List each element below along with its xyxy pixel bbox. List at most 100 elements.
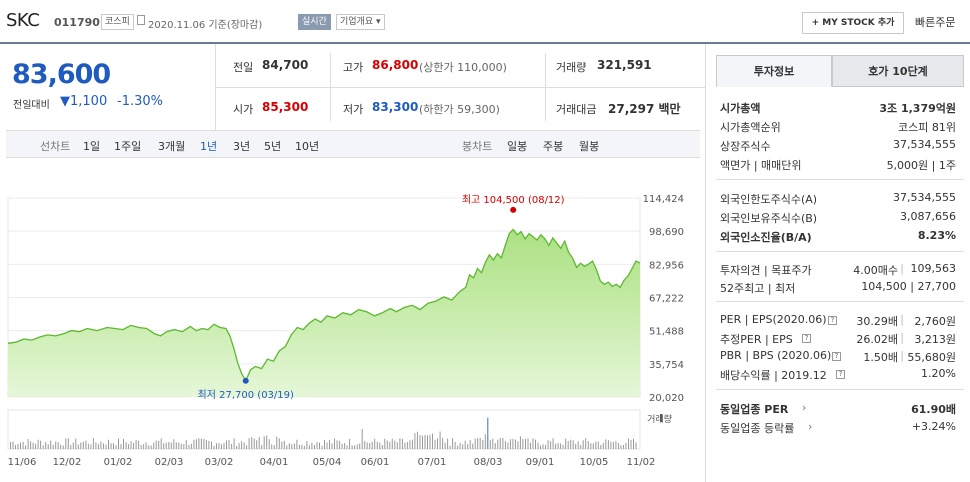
volume-bar <box>47 444 49 449</box>
volume-bar <box>243 442 245 449</box>
volume-bar <box>221 444 222 449</box>
volume-bar <box>70 445 72 449</box>
period-3y[interactable]: 3년 <box>233 140 251 153</box>
volume-bar <box>374 438 376 449</box>
volume-bar <box>469 440 471 449</box>
volume-bar <box>138 440 140 449</box>
help-icon[interactable]: ? <box>832 352 841 361</box>
volume-bar <box>537 442 539 449</box>
volume-bar <box>422 435 423 449</box>
volume-bar <box>75 438 77 449</box>
volume-bar <box>95 442 97 449</box>
volume-bar <box>205 440 207 449</box>
volume-bar <box>128 444 130 449</box>
volume-bar <box>607 440 609 449</box>
volume-bar <box>379 442 381 449</box>
section-divider <box>716 389 964 390</box>
quote-row-divider <box>215 87 705 88</box>
y-tick-label: 51,488 <box>649 327 684 338</box>
volume-bar <box>102 443 104 449</box>
header-divider <box>0 42 970 44</box>
x-tick-label: 09/01 <box>526 457 555 468</box>
volume-bar <box>211 441 212 449</box>
volume-bar <box>143 444 145 449</box>
volume-bar <box>429 434 431 449</box>
x-axis-ticks: 11/06 12/02 01/02 02/03 03/02 04/01 05/04 06/01… <box>8 457 656 468</box>
volume-bar <box>349 439 351 449</box>
period-1y[interactable]: 1년 <box>200 140 218 153</box>
volume-bar <box>346 445 348 449</box>
y-tick-label: 98,690 <box>649 227 684 238</box>
quick-order-link[interactable]: 빠른주문 <box>915 16 956 29</box>
volume-bar <box>572 440 574 449</box>
volume-bar <box>246 445 248 449</box>
volume-bar <box>635 442 637 449</box>
volume-bar <box>356 444 358 449</box>
volume-bar <box>552 438 554 449</box>
volume-bar <box>293 443 295 449</box>
volume-bar <box>371 441 373 449</box>
volume-bar <box>434 439 436 449</box>
volume-label: 거래량 <box>556 61 587 74</box>
help-icon[interactable]: ? <box>828 316 837 325</box>
my-stock-add-button[interactable]: + MY STOCK 추가 <box>802 12 904 34</box>
volume-bar <box>52 444 54 449</box>
volume-bar <box>223 442 225 449</box>
market-badge: 코스피 <box>101 14 134 30</box>
prev-close-label: 전일 <box>233 61 254 74</box>
volume-bar <box>125 442 127 449</box>
volume-bar <box>276 436 278 449</box>
period-10y[interactable]: 10년 <box>295 140 320 153</box>
down-triangle-icon: ▼ <box>60 94 70 109</box>
period-1w[interactable]: 1주일 <box>114 140 142 153</box>
realtime-button[interactable]: 실시간 <box>298 14 331 30</box>
volume-bar <box>185 440 187 449</box>
volume-bar <box>610 441 612 449</box>
volume-bar <box>50 440 52 449</box>
x-tick-label: 07/01 <box>418 457 447 468</box>
volume-bar <box>411 439 413 449</box>
x-tick-label: 08/03 <box>474 457 503 468</box>
company-info-dropdown[interactable]: 기업개요 ▾ <box>336 14 385 30</box>
volume-bar <box>288 443 290 449</box>
x-tick-label: 06/01 <box>361 457 390 468</box>
volume-bar <box>459 442 461 449</box>
volume-bar <box>228 440 230 449</box>
volume-bar <box>97 444 99 449</box>
period-1d[interactable]: 1일 <box>83 140 101 153</box>
volume-bar <box>499 437 501 449</box>
volume-bar <box>497 439 499 449</box>
help-icon[interactable]: ? <box>802 334 811 343</box>
tab-order-book[interactable]: 호가 10단계 <box>832 55 964 87</box>
volume-bar <box>416 431 418 449</box>
volume-bar <box>419 435 421 449</box>
x-tick-label: 05/04 <box>313 457 342 468</box>
volume-bar <box>339 440 341 449</box>
volume-bar <box>364 441 366 449</box>
tab-invest-info[interactable]: 투자정보 <box>716 55 832 87</box>
upper-limit: (상한가 110,000) <box>419 61 507 74</box>
candle-monthly[interactable]: 월봉 <box>579 140 600 153</box>
volume-bar <box>394 440 396 449</box>
volume-bar <box>427 435 428 449</box>
section-divider <box>716 179 964 180</box>
volume-bar <box>308 445 310 449</box>
volume-bar <box>160 438 162 449</box>
volume-bar <box>198 438 200 449</box>
help-icon[interactable]: ? <box>836 370 845 379</box>
volume-bar <box>301 444 303 449</box>
volume-bar <box>263 436 265 449</box>
volume-bar <box>140 444 142 449</box>
volume-bar <box>17 444 19 449</box>
volume-bar <box>145 442 147 449</box>
candle-weekly[interactable]: 주봉 <box>543 140 564 153</box>
volume-bar <box>605 439 607 449</box>
volume-bar <box>170 442 172 449</box>
volume-bar <box>118 438 119 449</box>
quote-col-divider <box>545 53 546 121</box>
period-5y[interactable]: 5년 <box>264 140 282 153</box>
volume-bar <box>622 444 624 449</box>
volume-bar <box>87 443 89 449</box>
period-3m[interactable]: 3개월 <box>158 140 186 153</box>
candle-daily[interactable]: 일봉 <box>507 140 528 153</box>
